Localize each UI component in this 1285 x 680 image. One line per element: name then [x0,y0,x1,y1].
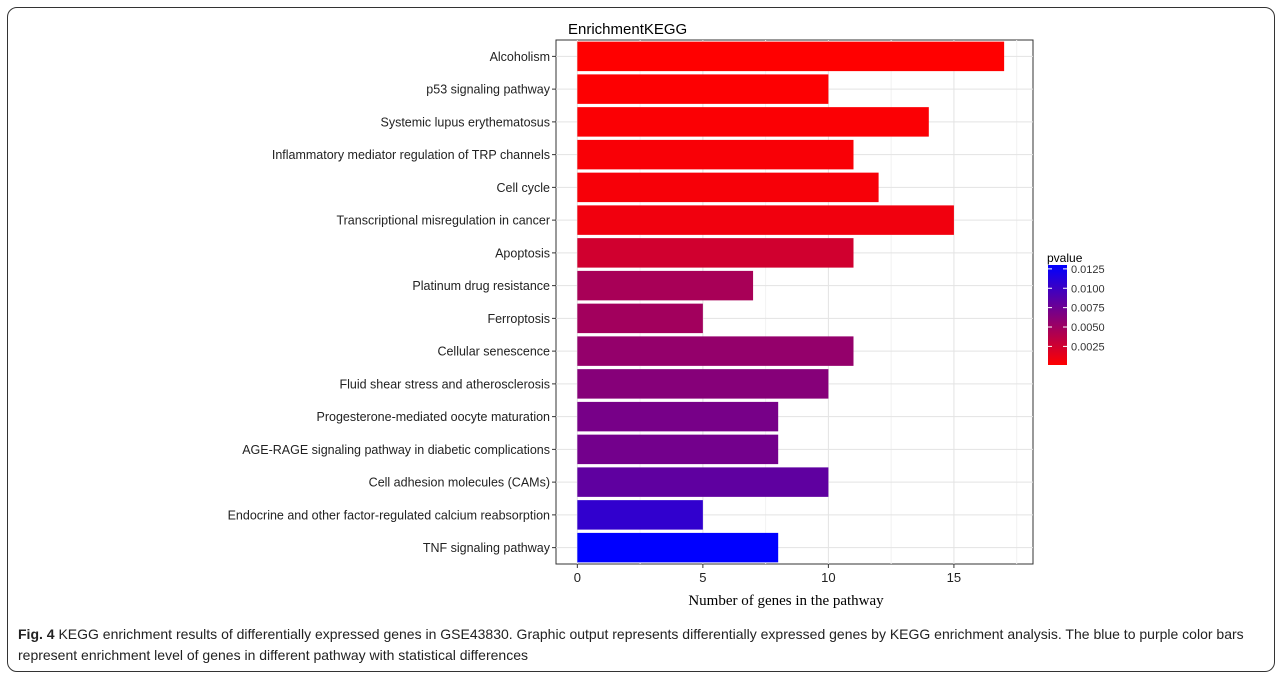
y-tick-label: Cellular senescence [437,345,550,359]
legend-tick-label: 0.0050 [1071,322,1105,334]
bar [577,41,1005,72]
y-tick-label: Progesterone-mediated oocyte maturation [317,410,551,424]
caption-text: KEGG enrichment results of differentiall… [18,626,1244,663]
bar [577,74,829,104]
figure-caption: Fig. 4 KEGG enrichment results of differ… [18,624,1263,666]
bar [577,336,854,366]
bar [577,205,954,235]
bar [577,107,929,137]
bar [577,369,829,399]
caption-label: Fig. 4 [18,626,55,642]
bar [577,139,854,170]
legend-tick-label: 0.0025 [1071,341,1105,353]
legend-title: pvalue [1047,251,1083,265]
bar [577,270,754,301]
bar [577,303,703,334]
y-tick-label: Fluid shear stress and atherosclerosis [339,377,550,391]
y-tick-label: Cell adhesion molecules (CAMs) [369,476,550,490]
y-tick-label: Platinum drug resistance [412,279,550,293]
x-axis-label: Number of genes in the pathway [688,593,884,609]
kegg-bar-chart: EnrichmentKEGG Alcoholism p53 signaling p… [228,21,1105,609]
bar [577,401,779,432]
y-tick-label: AGE-RAGE signaling pathway in diabetic c… [242,443,550,457]
y-tick-label: Inflammatory mediator regulation of TRP … [272,148,550,162]
y-tick-label: TNF signaling pathway [423,541,551,555]
x-tick-label: 10 [821,570,835,585]
y-tick-label: Systemic lupus erythematosus [380,115,550,129]
legend-tick-label: 0.0075 [1071,303,1105,315]
x-tick-label: 5 [699,570,706,585]
y-tick-label: Cell cycle [497,181,551,195]
legend-tick-label: 0.0125 [1071,264,1105,276]
y-tick-label: Alcoholism [490,50,550,64]
y-tick-label: Apoptosis [495,246,550,260]
bar [577,532,779,563]
legend-colorbar [1048,265,1067,365]
bar [577,467,829,497]
x-tick-label: 15 [947,570,961,585]
y-tick-label: Endocrine and other factor-regulated cal… [228,508,550,522]
bar [577,434,779,465]
y-tick-label: Ferroptosis [487,312,550,326]
y-tick-label: p53 signaling pathway [426,83,550,97]
y-tick-label: Transcriptional misregulation in cancer [336,214,550,228]
legend-tick-label: 0.0100 [1071,283,1105,295]
bar [577,500,703,530]
chart-title: EnrichmentKEGG [568,21,687,38]
bar [577,238,854,268]
x-tick-label: 0 [574,570,581,585]
bar [577,172,879,203]
pvalue-legend: pvalue 0.0125 0.0100 0.0075 0.0050 0.0025 [1047,251,1105,365]
